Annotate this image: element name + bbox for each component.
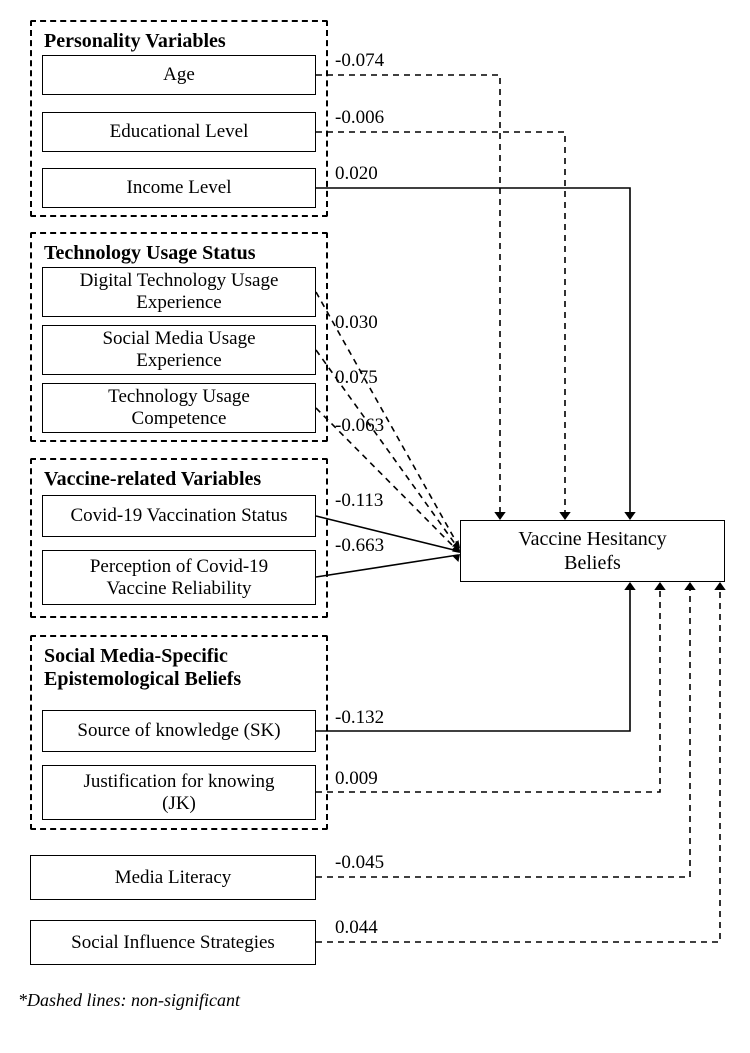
coef-edu: -0.006 bbox=[335, 107, 384, 129]
box-justification-knowing: Justification for knowing(JK) bbox=[42, 765, 316, 820]
box-outcome: Vaccine HesitancyBeliefs bbox=[460, 520, 725, 582]
box-age: Age bbox=[42, 55, 316, 95]
coef-income: 0.020 bbox=[335, 163, 378, 185]
coef-sis: 0.044 bbox=[335, 917, 378, 939]
box-income-level: Income Level bbox=[42, 168, 316, 208]
coef-sm: 0.075 bbox=[335, 367, 378, 389]
box-social-influence: Social Influence Strategies bbox=[30, 920, 316, 965]
coef-vrel: -0.663 bbox=[335, 535, 384, 557]
coef-tcomp: -0.063 bbox=[335, 415, 384, 437]
coef-vstatus: -0.113 bbox=[335, 490, 383, 512]
coef-jk: 0.009 bbox=[335, 768, 378, 790]
box-educational-level: Educational Level bbox=[42, 112, 316, 152]
coef-digi: 0.030 bbox=[335, 312, 378, 334]
box-vaccination-status: Covid-19 Vaccination Status bbox=[42, 495, 316, 537]
box-media-literacy: Media Literacy bbox=[30, 855, 316, 900]
coef-age: -0.074 bbox=[335, 50, 384, 72]
box-social-media-usage: Social Media UsageExperience bbox=[42, 325, 316, 375]
coef-mlit: -0.045 bbox=[335, 852, 384, 874]
coef-sk: -0.132 bbox=[335, 707, 384, 729]
group-title-epistemological: Social Media-SpecificEpistemological Bel… bbox=[40, 643, 318, 697]
box-vaccine-reliability: Perception of Covid-19Vaccine Reliabilit… bbox=[42, 550, 316, 605]
box-source-knowledge: Source of knowledge (SK) bbox=[42, 710, 316, 752]
group-title-vaccine: Vaccine-related Variables bbox=[40, 466, 318, 497]
diagram-stage: Personality Variables Technology Usage S… bbox=[0, 0, 750, 1053]
box-tech-competence: Technology UsageCompetence bbox=[42, 383, 316, 433]
footnote: *Dashed lines: non-significant bbox=[18, 990, 240, 1011]
box-digital-tech-usage: Digital Technology UsageExperience bbox=[42, 267, 316, 317]
